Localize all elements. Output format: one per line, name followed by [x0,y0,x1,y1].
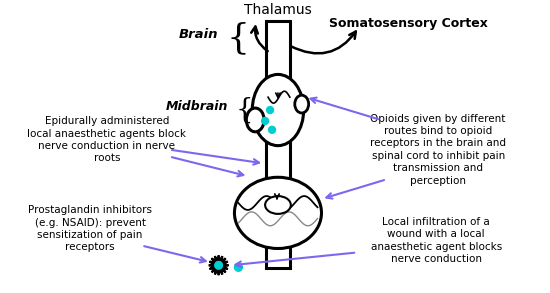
Circle shape [234,263,243,271]
Ellipse shape [295,95,309,113]
Text: Brain: Brain [179,28,219,41]
FancyBboxPatch shape [266,21,290,268]
Polygon shape [209,255,228,275]
Ellipse shape [234,177,322,248]
Ellipse shape [252,74,304,146]
Text: Local infiltration of a
wound with a local
anaesthetic agent blocks
nerve conduc: Local infiltration of a wound with a loc… [371,217,502,264]
Text: {: { [227,21,250,55]
Text: Somatosensory Cortex: Somatosensory Cortex [329,16,488,30]
Text: Prostaglandin inhibitors
(e.g. NSAID): prevent
sensitization of pain
receptors: Prostaglandin inhibitors (e.g. NSAID): p… [28,205,152,252]
Ellipse shape [265,196,291,214]
Text: Epidurally administered
local anaesthetic agents block
nerve conduction in nerve: Epidurally administered local anaestheti… [28,116,186,163]
Text: Opioids given by different
routes bind to opioid
receptors in the brain and
spin: Opioids given by different routes bind t… [370,114,506,185]
Text: Midbrain: Midbrain [166,100,228,113]
Circle shape [267,107,273,113]
Ellipse shape [246,108,264,132]
Text: {: { [235,96,253,124]
Circle shape [268,126,276,133]
Circle shape [262,117,268,124]
Text: Thalamus: Thalamus [244,3,312,17]
